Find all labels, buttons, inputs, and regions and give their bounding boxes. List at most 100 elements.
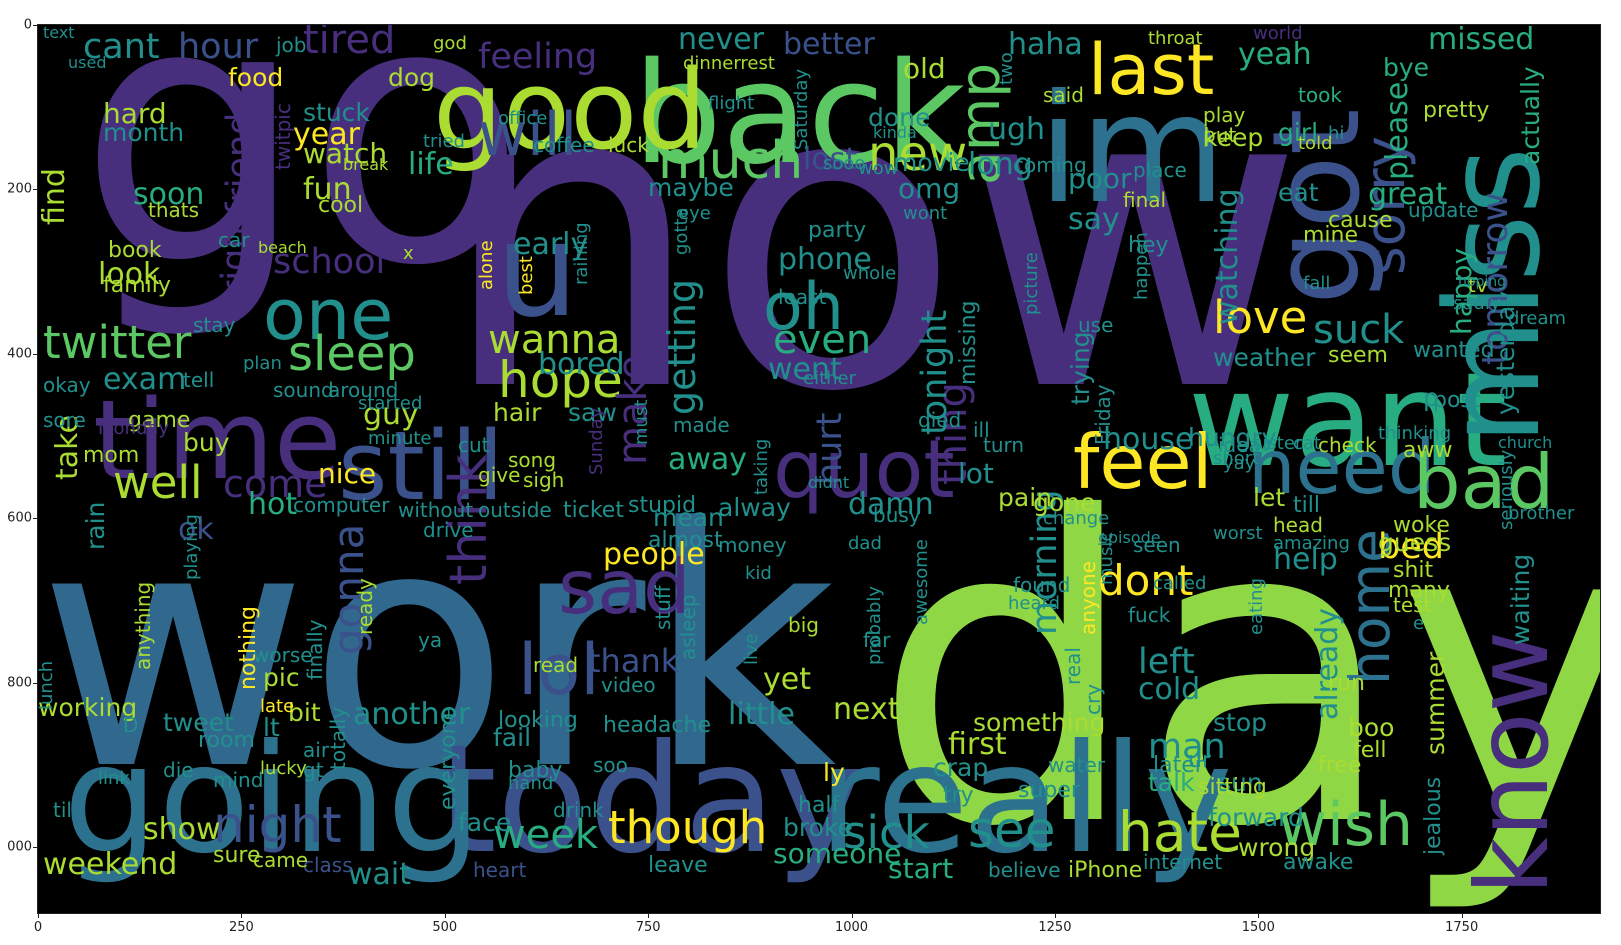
wordcloud-word-bye: bye (1383, 53, 1430, 82)
wordcloud-word-drive: drive (423, 518, 474, 542)
wordcloud-word-weekend: weekend (43, 847, 178, 882)
wordcloud-word-wrong: wrong (1238, 833, 1316, 862)
wordcloud-word-start: start (888, 852, 954, 885)
wordcloud-word-game: game (128, 408, 191, 433)
wordcloud-word-free: free (1318, 753, 1362, 778)
wordcloud-word-left: left (1138, 642, 1195, 682)
wordcloud-word-man: man (1148, 727, 1226, 767)
wordcloud-word-lt: lt (263, 713, 280, 742)
wordcloud-word-face: face (458, 808, 512, 837)
wordcloud-word-see: see (968, 801, 1056, 859)
wordcloud-word-busy: busy (873, 503, 921, 527)
wordcloud-word-till: till (1293, 493, 1320, 518)
y-tick-label: 600 (7, 510, 32, 526)
wordcloud-word-go: go (78, 25, 527, 344)
wordcloud-word-bad: bad (1413, 438, 1555, 526)
wordcloud-word-run: run (1328, 671, 1365, 696)
wordcloud-word-pain: pain (998, 483, 1052, 512)
y-tick-mark (33, 353, 38, 355)
wordcloud-word-god: god (433, 33, 467, 54)
y-tick-mark (33, 25, 38, 26)
wordcloud-word-lot: lot (958, 457, 994, 490)
wordcloud-word-better: better (783, 27, 875, 62)
wordcloud-word-check: check (1318, 433, 1377, 457)
wordcloud-word-almost: almost (648, 528, 723, 553)
wordcloud-word-sunday: Sunday (586, 407, 607, 475)
wordcloud-word-bored: bored (538, 347, 625, 382)
wordcloud-word-done: done (868, 103, 931, 132)
wordcloud-word-ya: ya (418, 628, 443, 652)
wordcloud-word-hair: hair (493, 398, 542, 427)
y-tick-label: 400 (7, 346, 32, 362)
wordcloud-word-one: one (263, 274, 394, 356)
wordcloud-word-month: month (103, 118, 185, 147)
wordcloud-word-eating: eating (1246, 578, 1267, 635)
wordcloud-word-link: link (98, 768, 130, 789)
wordcloud-word-stuck: stuck (303, 98, 370, 127)
wordcloud-word-without: without (398, 498, 474, 522)
wordcloud-word-hoping: hoping (1458, 274, 1506, 290)
wordcloud-word-video: video (601, 673, 656, 697)
wordcloud-plot-area: now work day go back im want miss today really goi… (37, 24, 1601, 914)
wordcloud-word-though: though (608, 801, 768, 854)
wordcloud-word-watch: watch (303, 137, 388, 170)
wordcloud-word-probably: probably (864, 586, 885, 665)
wordcloud-word-say: say (1068, 202, 1120, 237)
wordcloud-word-aww: aww (1403, 438, 1453, 463)
wordcloud-word-friend: friend (220, 112, 260, 215)
wordcloud-word-tv: tv (1468, 273, 1488, 297)
wordcloud-word-need: need (1248, 423, 1436, 511)
y-tick-mark (33, 847, 38, 849)
wordcloud-word-great: great (1368, 177, 1448, 212)
wordcloud-word-know: know (1454, 630, 1571, 895)
wordcloud-word-dinnerrest: dinnerrest (683, 53, 775, 74)
wordcloud-word-hot: hot (248, 487, 298, 522)
wordcloud-word-head: head (1273, 513, 1323, 537)
wordcloud-word-real: real (1061, 647, 1085, 685)
wordcloud-word-seem: seem (1328, 343, 1388, 368)
wordcloud-word-hate: hate (1118, 800, 1242, 864)
wordcloud-word-die: die (163, 758, 194, 782)
wordcloud-word-half: half (798, 793, 840, 818)
wordcloud-word-around: around (328, 378, 399, 402)
wordcloud-word-bit: bit (288, 698, 321, 727)
wordcloud-word-minute: minute (368, 428, 432, 449)
wordcloud-word-mean: mean (653, 503, 724, 532)
wordcloud-word-mind: mind (213, 768, 264, 792)
wordcloud-word-well: well (113, 456, 203, 509)
x-tick-mark (1258, 913, 1260, 918)
wordcloud-word-will: will (478, 100, 578, 170)
x-tick-mark (444, 913, 446, 918)
wordcloud-word-final: final (1123, 188, 1167, 212)
wordcloud-word-p: p (1423, 383, 1439, 412)
wordcloud-word-didnt: didnt (808, 473, 850, 492)
wordcloud-word-fell: fell (1353, 738, 1387, 763)
wordcloud-word-let: let (1253, 483, 1286, 512)
wordcloud-word-quot: quot (773, 423, 955, 516)
wordcloud-word-next: next (833, 692, 900, 727)
wordcloud-word-people: people (603, 537, 705, 572)
wordcloud-word-x: x (403, 243, 414, 264)
wordcloud-word-even: even (773, 317, 872, 363)
wordcloud-word-mine: mine (1303, 223, 1359, 248)
wordcloud-word-headache: headache (603, 713, 711, 738)
wordcloud-word-looking: looking (498, 708, 578, 733)
wordcloud-word-wow: wow (858, 158, 899, 179)
wordcloud-word-book: book (108, 238, 162, 263)
wordcloud-word-trying: trying (1066, 331, 1095, 405)
wordcloud-word-taking: taking (751, 438, 772, 495)
wordcloud-word-u: u (496, 194, 579, 346)
wordcloud-word-someone: someone (773, 837, 902, 870)
wordcloud-word-put: put (1203, 123, 1237, 147)
wordcloud-word-thank: thank (588, 642, 680, 680)
wordcloud-word-ready: ready (353, 578, 377, 635)
wordcloud-word-work: work (38, 458, 837, 842)
wordcloud-word-try: try (943, 783, 974, 808)
wordcloud-word-class: class (303, 853, 353, 877)
wordcloud-word-ur: ur (1188, 748, 1211, 773)
wordcloud-word-worst: worst (1213, 523, 1263, 544)
x-tick-label: 1750 (1445, 920, 1479, 935)
wordcloud-word-two: two (996, 52, 1017, 85)
y-tick-mark (33, 189, 38, 191)
wordcloud-word-damn: damn (848, 487, 934, 522)
